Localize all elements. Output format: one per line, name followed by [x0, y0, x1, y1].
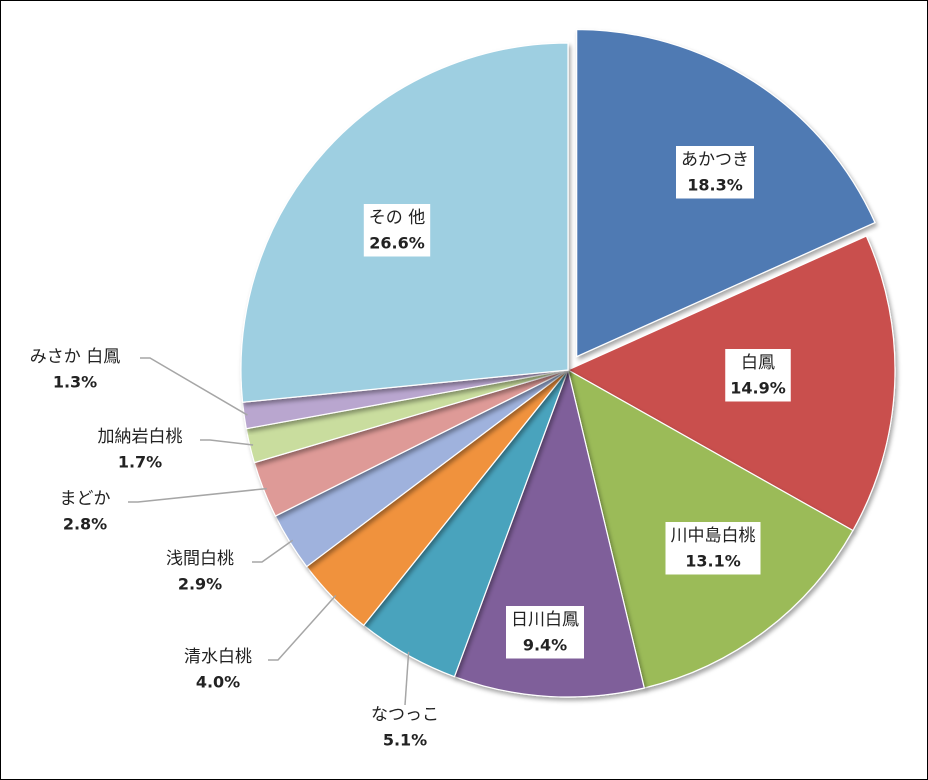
slice-percent: 2.8% — [63, 515, 107, 534]
slice-name: 浅間白桃 — [166, 549, 234, 569]
slice-percent: 13.1% — [685, 552, 741, 571]
slice-name: みさか 白鳳 — [30, 347, 120, 367]
label-box — [665, 522, 761, 575]
leader-line — [252, 539, 294, 563]
slice-percent: 9.4% — [523, 636, 567, 655]
data-label: あかつき 18.3% — [676, 146, 754, 199]
leader-line — [268, 594, 337, 661]
slice-percent: 26.6% — [369, 234, 425, 253]
data-label: 白鳳 14.9% — [725, 349, 791, 402]
slice-name: 加納岩白桃 — [98, 427, 183, 447]
label-box — [676, 146, 754, 199]
pie-slice — [453, 367, 645, 698]
label-box — [725, 349, 791, 402]
data-label: その 他 26.6% — [363, 204, 431, 257]
slice-percent: 5.1% — [383, 731, 427, 750]
slice-percent: 18.3% — [687, 176, 743, 195]
slice-percent: 4.0% — [196, 673, 240, 692]
slice-percent: 1.3% — [53, 373, 97, 392]
slice-percent: 14.9% — [730, 379, 786, 398]
slice-percent: 2.9% — [178, 575, 222, 594]
slice-name: まどか — [60, 489, 111, 509]
slice-name: なつっこ — [371, 705, 439, 725]
slice-name: 清水白桃 — [184, 647, 252, 667]
data-label: 川中島白桃 13.1% — [665, 522, 761, 575]
slice-name: 日川白鳳 — [511, 610, 579, 630]
label-box — [506, 606, 584, 659]
leader-line — [404, 651, 410, 706]
data-label: 日川白鳳 9.4% — [506, 606, 584, 659]
leader-line — [200, 439, 254, 446]
label-box — [363, 204, 431, 257]
slice-percent: 1.7% — [118, 453, 162, 472]
slice-name: あかつき — [681, 150, 749, 170]
leader-line — [128, 487, 267, 503]
slice-name: その 他 — [369, 208, 425, 228]
leader-line — [140, 357, 248, 416]
slice-name: 川中島白桃 — [671, 526, 756, 546]
slice-name: 白鳳 — [741, 353, 775, 373]
